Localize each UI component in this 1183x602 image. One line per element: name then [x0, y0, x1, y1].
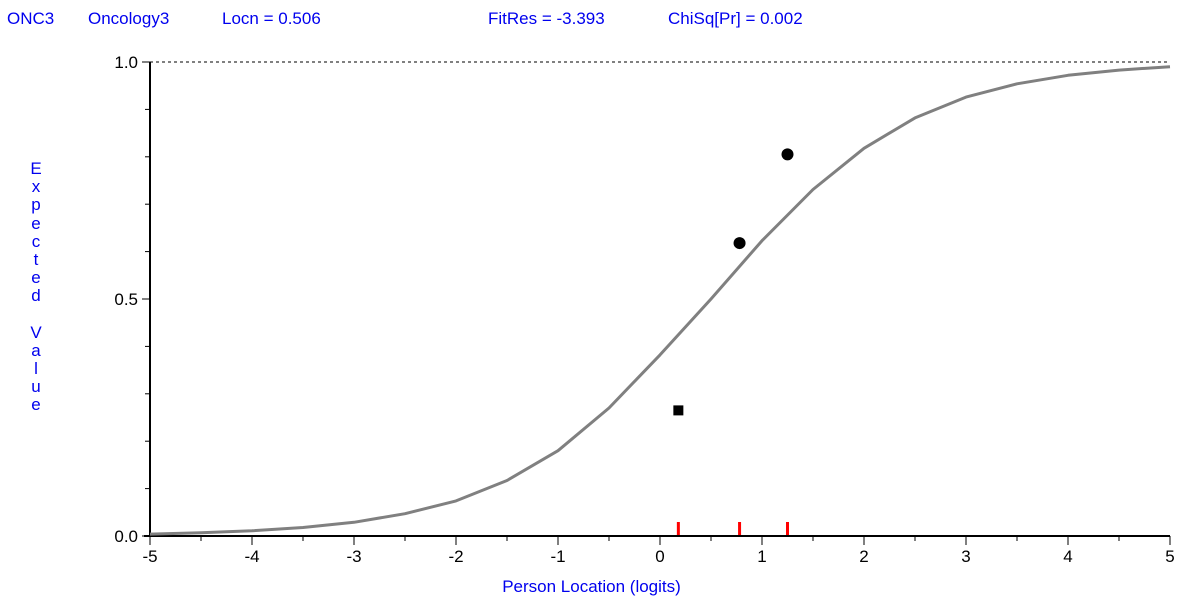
item-name: Oncology3 — [88, 9, 170, 28]
y-axis-label-char: t — [33, 249, 39, 269]
y-tick-label: 1.0 — [114, 53, 138, 72]
observed-point — [673, 405, 684, 416]
x-tick-label: 4 — [1063, 547, 1072, 566]
y-axis-label-char: a — [31, 340, 41, 360]
y-axis-label-char: V — [30, 322, 42, 342]
x-tick-label: 1 — [757, 547, 766, 566]
y-tick-label: 0.0 — [114, 527, 138, 546]
expected-value-curve — [149, 65, 1171, 536]
x-axis-label: Person Location (logits) — [502, 577, 681, 596]
y-axis-label-char: d — [31, 286, 41, 306]
x-tick-label: 3 — [961, 547, 970, 566]
y-axis-label-char: e — [31, 395, 41, 415]
x-tick-label: 0 — [655, 547, 664, 566]
x-tick-label: 5 — [1165, 547, 1174, 566]
y-axis-label-char: p — [31, 195, 41, 215]
x-tick-label: -5 — [142, 547, 157, 566]
y-axis-label-char: E — [30, 159, 42, 178]
y-axis-label-char: x — [31, 177, 41, 197]
x-tick-label: -1 — [550, 547, 565, 566]
y-axis-label-char: e — [31, 213, 41, 233]
observed-point — [781, 148, 794, 161]
item-code: ONC3 — [7, 9, 55, 28]
y-tick-label: 0.5 — [114, 290, 138, 309]
y-axis-label-char: l — [34, 359, 38, 379]
x-tick-label: -3 — [346, 547, 361, 566]
x-tick-label: -4 — [244, 547, 259, 566]
y-axis-label-char: c — [31, 231, 41, 251]
x-tick-label: -2 — [448, 547, 463, 566]
observed-point — [733, 237, 746, 250]
y-axis-label-char: e — [31, 268, 41, 288]
location-readout: Locn = 0.506 — [222, 9, 321, 28]
chi-square-readout: ChiSq[Pr] = 0.002 — [668, 9, 803, 28]
y-axis-label-char: u — [31, 377, 41, 397]
fit-residual-readout: FitRes = -3.393 — [488, 9, 605, 28]
x-tick-label: 2 — [859, 547, 868, 566]
